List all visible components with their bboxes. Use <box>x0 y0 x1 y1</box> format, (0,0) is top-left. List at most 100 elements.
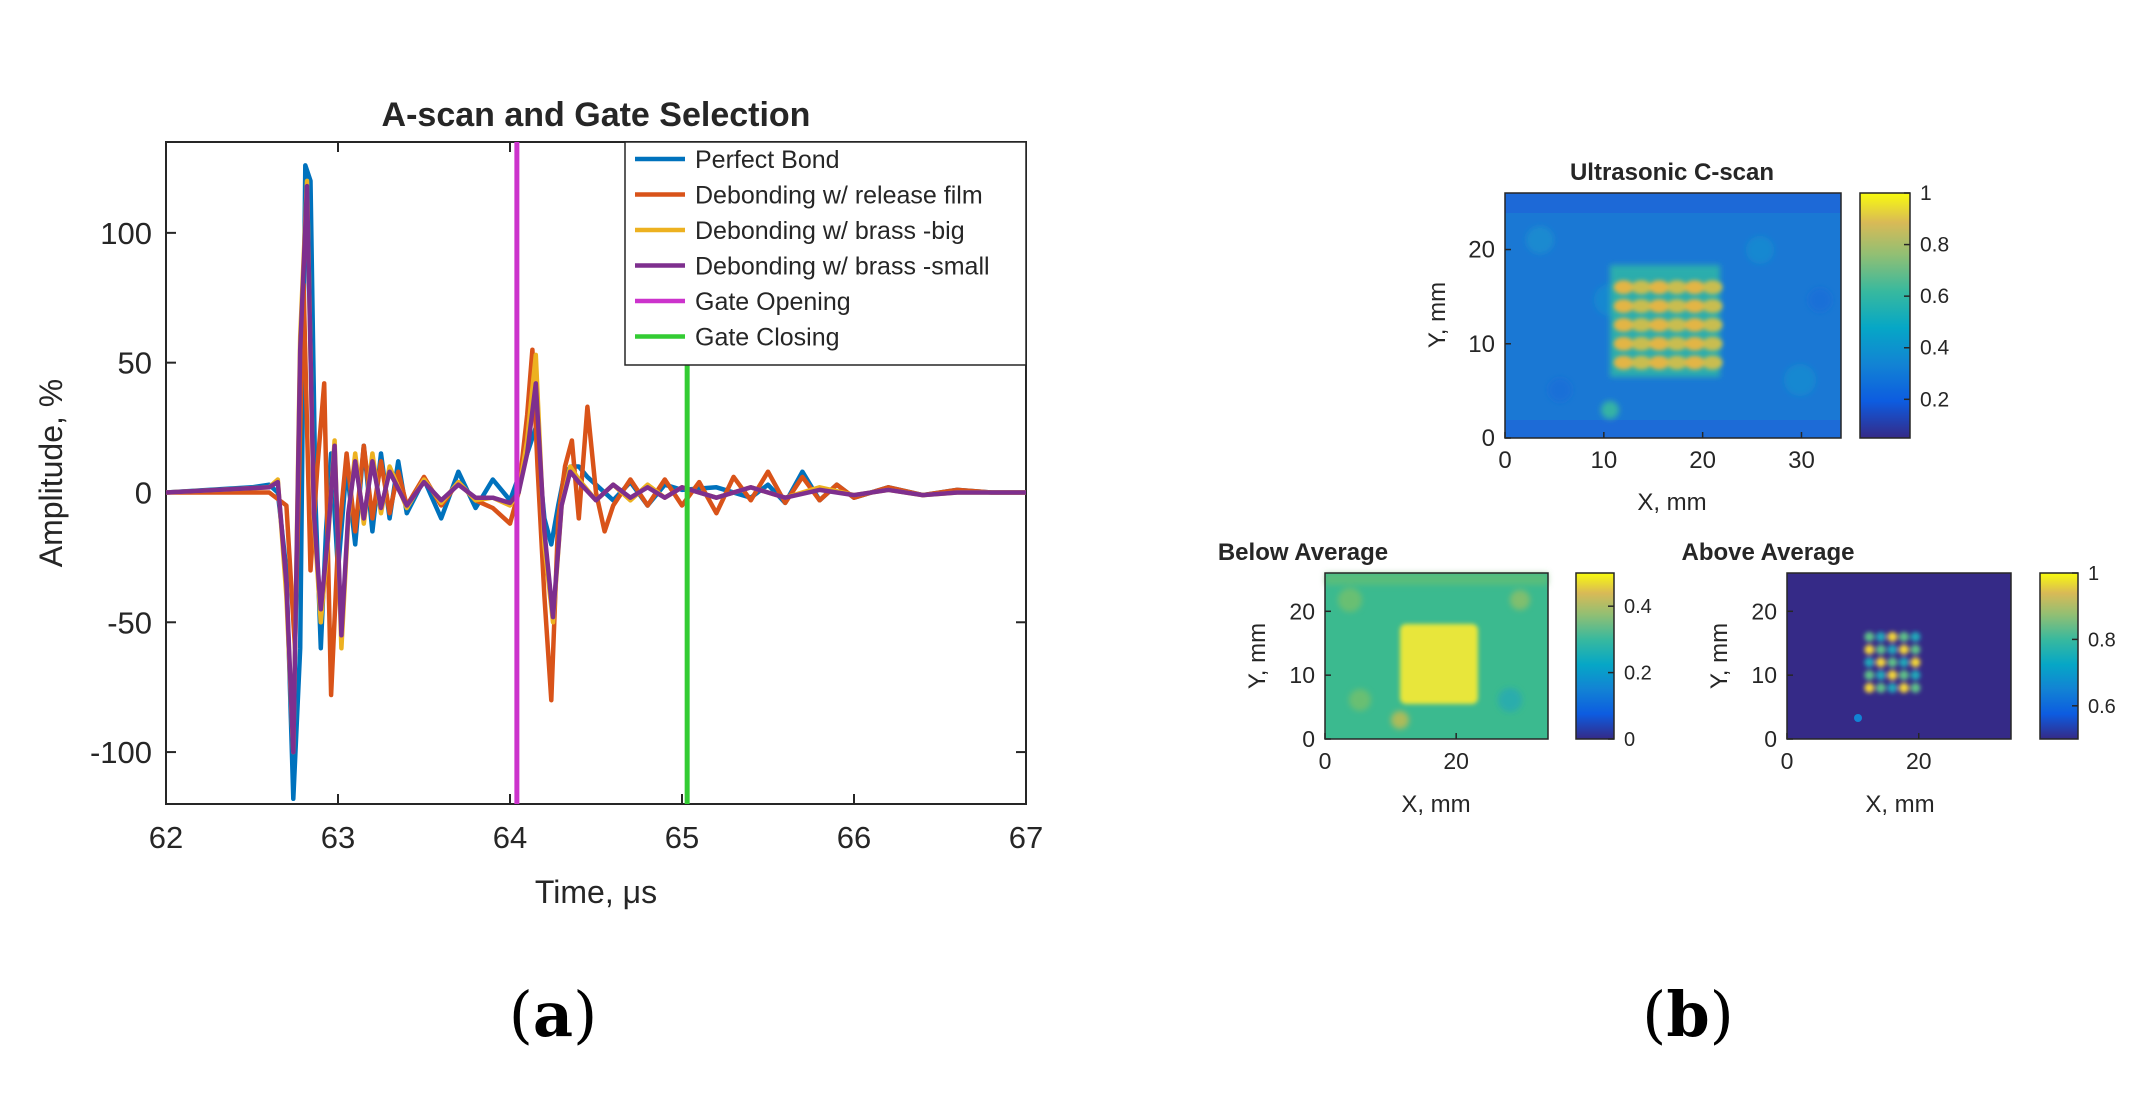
cscan-hotspot <box>1649 336 1670 351</box>
ytick-label: 10 <box>1468 331 1495 358</box>
ascan-series-debonding-w-brass-small <box>166 183 1026 755</box>
above-average-hotspot <box>1864 682 1875 693</box>
ascan-legend-label: Debonding w/ release film <box>695 182 983 210</box>
above-average-hotspot <box>1864 657 1875 668</box>
ytick-label: 20 <box>1468 237 1495 264</box>
colorbar-tick-label: 0.6 <box>2088 696 2116 718</box>
cscan-hotspot <box>1613 299 1634 314</box>
ascan-legend: Perfect Bond Debonding w/ release film Deb… <box>624 141 1027 366</box>
above-average-stray-point <box>1854 714 1862 722</box>
above-average-hotspot <box>1898 682 1909 693</box>
ascan-ytick-label: 50 <box>118 346 152 381</box>
above-average-title: Above Average <box>1682 539 1855 566</box>
panel-label-b: (b) <box>1642 978 1734 1051</box>
ascan-legend-label: Gate Opening <box>695 288 851 316</box>
ascan-xtick-label: 62 <box>149 820 183 855</box>
xtick-label: 20 <box>1906 748 1932 774</box>
ascan-ytick-label: -50 <box>107 605 152 640</box>
cscan-defect-hotspots <box>1613 280 1723 370</box>
above-average-hotspot <box>1910 657 1921 668</box>
ytick-label: 0 <box>1764 726 1777 752</box>
above-average-colorbar-ticks: 0.6 0.8 1 <box>2072 563 2116 718</box>
panel-label-b-close: ) <box>1710 978 1734 1051</box>
cscan-colorbar-ticks: 0.2 0.4 0.6 0.8 1 <box>1904 182 1950 411</box>
cscan-hotspot <box>1666 336 1687 351</box>
below-average-ticks: 0 20 0 10 20 <box>1289 598 1469 774</box>
cscan-hotspot <box>1684 299 1705 314</box>
above-average-xlabel: X, mm <box>1865 791 1934 818</box>
ascan-ytick-label: 0 <box>135 475 152 510</box>
above-average-hotspot <box>1910 682 1921 693</box>
cscan-hotspot <box>1613 317 1634 332</box>
panel-label-a: (a) <box>509 978 598 1051</box>
cscan-title: Ultrasonic C-scan <box>1570 159 1774 186</box>
above-average-hotspot <box>1875 631 1886 642</box>
ytick-label: 10 <box>1751 662 1777 688</box>
colorbar-tick-label: 0.4 <box>1624 596 1652 618</box>
cscan-hotspot <box>1613 355 1634 370</box>
below-average-ylabel: Y, mm <box>1244 623 1271 689</box>
xtick-label: 0 <box>1781 748 1794 774</box>
panel-label-a-letter: a <box>533 978 573 1051</box>
above-average-hotspot <box>1887 682 1898 693</box>
colorbar-tick-label: 0.6 <box>1920 285 1949 308</box>
ascan-series-group <box>166 163 1026 802</box>
panel-label-a-open: ( <box>509 978 533 1051</box>
cscan-hotspot <box>1684 336 1705 351</box>
above-average-hotspot <box>1875 682 1886 693</box>
above-average-hotspot <box>1898 644 1909 655</box>
panel-label-b-letter: b <box>1666 978 1709 1051</box>
cscan-hotspot <box>1702 299 1723 314</box>
xtick-label: 10 <box>1590 447 1617 474</box>
colorbar-tick-label: 0.8 <box>1920 234 1949 257</box>
xtick-label: 20 <box>1443 748 1469 774</box>
panel-label-a-close: ) <box>573 978 597 1051</box>
cscan-colorbar <box>1859 192 1911 439</box>
cscan-hotspot <box>1684 280 1705 295</box>
ascan-legend-label: Gate Closing <box>695 324 840 352</box>
ascan-title: A-scan and Gate Selection <box>382 96 811 134</box>
above-average-hotspot <box>1887 631 1898 642</box>
colorbar-tick-label: 0.4 <box>1920 337 1950 360</box>
panel-label-b-open: ( <box>1642 978 1666 1051</box>
above-average-hotspot <box>1898 631 1909 642</box>
below-average-colorbar <box>1575 572 1615 740</box>
cscan-heatmap <box>1504 192 1842 439</box>
above-average-colorbar <box>2039 572 2079 740</box>
ascan-legend-label: Debonding w/ brass -big <box>695 217 965 245</box>
above-average-hotspot <box>1898 657 1909 668</box>
cscan-xlabel: X, mm <box>1637 489 1706 516</box>
above-average-ylabel: Y, mm <box>1706 623 1733 689</box>
above-average-hotspot <box>1898 670 1909 681</box>
cscan-hotspot <box>1649 355 1670 370</box>
cscan-hotspot <box>1649 299 1670 314</box>
cscan-hotspot <box>1631 355 1652 370</box>
cscan-hotspot <box>1684 317 1705 332</box>
above-average-hotspot <box>1875 644 1886 655</box>
cscan-hotspot <box>1702 336 1723 351</box>
cscan-chart: Ultrasonic C-scan 0 10 20 30 0 10 20 X, mm Y, … <box>1424 159 1950 516</box>
cscan-hotspot <box>1666 317 1687 332</box>
above-average-hotspot <box>1864 670 1875 681</box>
below-average-xlabel: X, mm <box>1401 791 1470 818</box>
ascan-chart: A-scan and Gate Selection 62 63 64 65 66 67 -1… <box>33 96 1043 910</box>
above-average-hotspot <box>1910 644 1921 655</box>
cscan-hotspot <box>1613 280 1634 295</box>
xtick-label: 20 <box>1689 447 1716 474</box>
cscan-ticks: 0 10 20 30 0 10 20 <box>1468 237 1815 474</box>
below-average-title: Below Average <box>1218 539 1388 566</box>
ascan-xtick-label: 64 <box>493 820 527 855</box>
above-average-hotspot <box>1887 644 1898 655</box>
ascan-ylabel: Amplitude, % <box>33 379 69 568</box>
cscan-hotspot <box>1649 317 1670 332</box>
above-average-hotspot <box>1910 670 1921 681</box>
above-average-ticks: 0 20 0 10 20 <box>1751 598 1931 774</box>
ascan-series-debonding-w-release-film <box>166 282 1026 703</box>
above-average-hotspots <box>1864 631 1921 693</box>
cscan-hotspot <box>1631 336 1652 351</box>
above-average-hotspot <box>1875 657 1886 668</box>
colorbar-tick-label: 0.2 <box>1624 663 1652 685</box>
cscan-hotspot <box>1702 317 1723 332</box>
below-average-colorbar-ticks: 0 0.2 0.4 <box>1608 596 1652 751</box>
